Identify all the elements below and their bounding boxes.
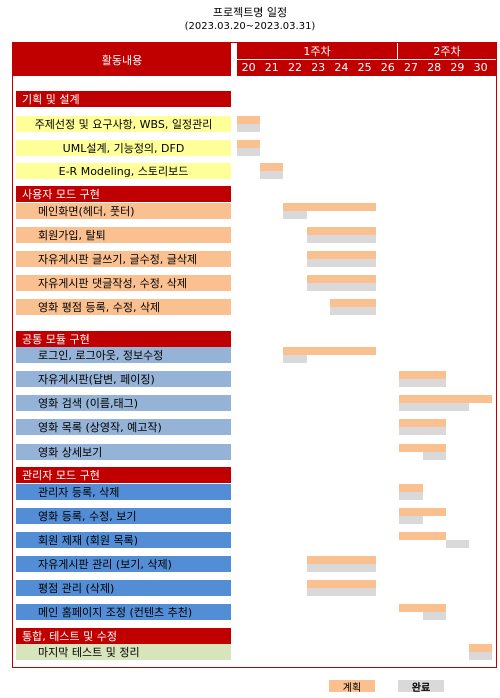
task-label: 주제선정 및 요구사항, WBS, 일정관리 <box>16 116 231 132</box>
task-label: UML설계, 기능정의, DFD <box>16 140 231 156</box>
task-label: 자유게시판 댓글작성, 수정, 삭제 <box>16 275 231 291</box>
day-label: 21 <box>264 61 279 74</box>
task-label: 영화 평점 등록, 수정, 삭제 <box>16 299 231 315</box>
plan-bar <box>237 116 261 124</box>
section-header: 통합, 테스트 및 수정 <box>16 628 231 644</box>
day-label: 23 <box>311 61 326 74</box>
section-header: 기획 및 설계 <box>16 91 231 107</box>
plan-bar <box>306 251 377 259</box>
task-label: 자유게시판(답변, 페이징) <box>16 371 231 387</box>
day-label: 29 <box>450 61 465 74</box>
task-label: 회원가입, 탈퇴 <box>16 227 231 243</box>
plan-bar <box>399 395 493 403</box>
done-bar <box>306 588 377 596</box>
task-label: 자유게시판 글쓰기, 글수정, 글삭제 <box>16 251 231 267</box>
day-label: 22 <box>287 61 302 74</box>
done-bar <box>237 124 261 132</box>
day-label: 27 <box>403 61 418 74</box>
task-label: 영화 목록 (상영작, 예고작) <box>16 419 231 435</box>
legend-done-label: 완료 <box>411 682 431 694</box>
done-bar <box>422 612 446 620</box>
done-bar <box>306 235 377 243</box>
day-label: 26 <box>380 61 395 74</box>
plan-bar <box>399 419 446 427</box>
plan-bar <box>399 444 446 452</box>
done-bar <box>399 379 446 387</box>
plan-bar <box>306 580 377 588</box>
legend-done-swatch <box>398 680 444 692</box>
legend-plan-swatch <box>329 680 375 692</box>
task-label: 영화 검색 (이름,태그) <box>16 395 231 411</box>
plan-bar <box>306 227 377 235</box>
day-label: 28 <box>427 61 442 74</box>
activity-header: 활동내용 <box>13 43 231 76</box>
days-header: 20 21 22 23 24 25 26 27 28 29 30 <box>237 60 496 76</box>
done-bar <box>469 652 493 660</box>
done-bar <box>422 452 446 460</box>
plan-bar <box>399 371 446 379</box>
day-label: 25 <box>357 61 372 74</box>
section-header: 관리자 모드 구현 <box>16 467 231 483</box>
done-bar <box>306 283 377 291</box>
schedule-period: (2023.03.20~2023.03.31) <box>184 21 316 32</box>
plan-bar <box>399 604 446 612</box>
task-label: 메인화면(헤더, 풋터) <box>16 203 231 219</box>
task-label: 회원 제재 (회원 목록) <box>16 532 231 548</box>
task-label: 관리자 등록, 삭제 <box>16 484 231 500</box>
plan-bar <box>469 644 493 652</box>
plan-bar <box>399 532 446 540</box>
section-header: 공통 모듈 구현 <box>16 331 231 347</box>
schedule-frame <box>12 42 497 668</box>
day-label: 24 <box>334 61 349 74</box>
task-label: 평점 관리 (삭제) <box>16 580 231 596</box>
plan-bar <box>283 347 377 355</box>
plan-bar <box>260 163 284 171</box>
week-1-header: 1주차 <box>237 43 397 60</box>
week-2-header: 2주차 <box>398 43 496 60</box>
task-label: E-R Modeling, 스토리보드 <box>16 163 231 179</box>
done-bar <box>283 211 307 219</box>
done-bar <box>445 540 469 548</box>
day-label: 20 <box>241 61 256 74</box>
done-bar <box>306 564 377 572</box>
done-bar <box>260 171 284 179</box>
done-bar <box>399 403 469 411</box>
done-bar <box>329 307 377 315</box>
plan-bar <box>399 508 446 516</box>
done-bar <box>399 516 423 524</box>
done-bar <box>399 492 423 500</box>
plan-bar <box>306 556 377 564</box>
done-bar <box>306 259 377 267</box>
legend-plan-label: 계획 <box>342 682 362 694</box>
plan-bar <box>399 484 423 492</box>
schedule-title: 프로젝트명 일정 <box>212 6 288 19</box>
done-bar <box>283 355 307 363</box>
plan-bar <box>283 203 377 211</box>
task-label: 메인 홈페이지 조정 (컨텐츠 추천) <box>16 604 231 620</box>
day-label: 30 <box>473 61 488 74</box>
done-bar <box>399 427 446 435</box>
task-label: 마지막 테스트 및 정리 <box>16 644 231 660</box>
task-label: 영화 등록, 수정, 보기 <box>16 508 231 524</box>
plan-bar <box>306 275 377 283</box>
done-bar <box>237 148 261 156</box>
task-label: 영화 상세보기 <box>16 444 231 460</box>
task-label: 자유게시판 관리 (보기, 삭제) <box>16 556 231 572</box>
section-header: 사용자 모드 구현 <box>16 186 231 202</box>
plan-bar <box>329 299 377 307</box>
task-label: 로그인, 로그아웃, 정보수정 <box>16 347 231 363</box>
plan-bar <box>237 140 261 148</box>
